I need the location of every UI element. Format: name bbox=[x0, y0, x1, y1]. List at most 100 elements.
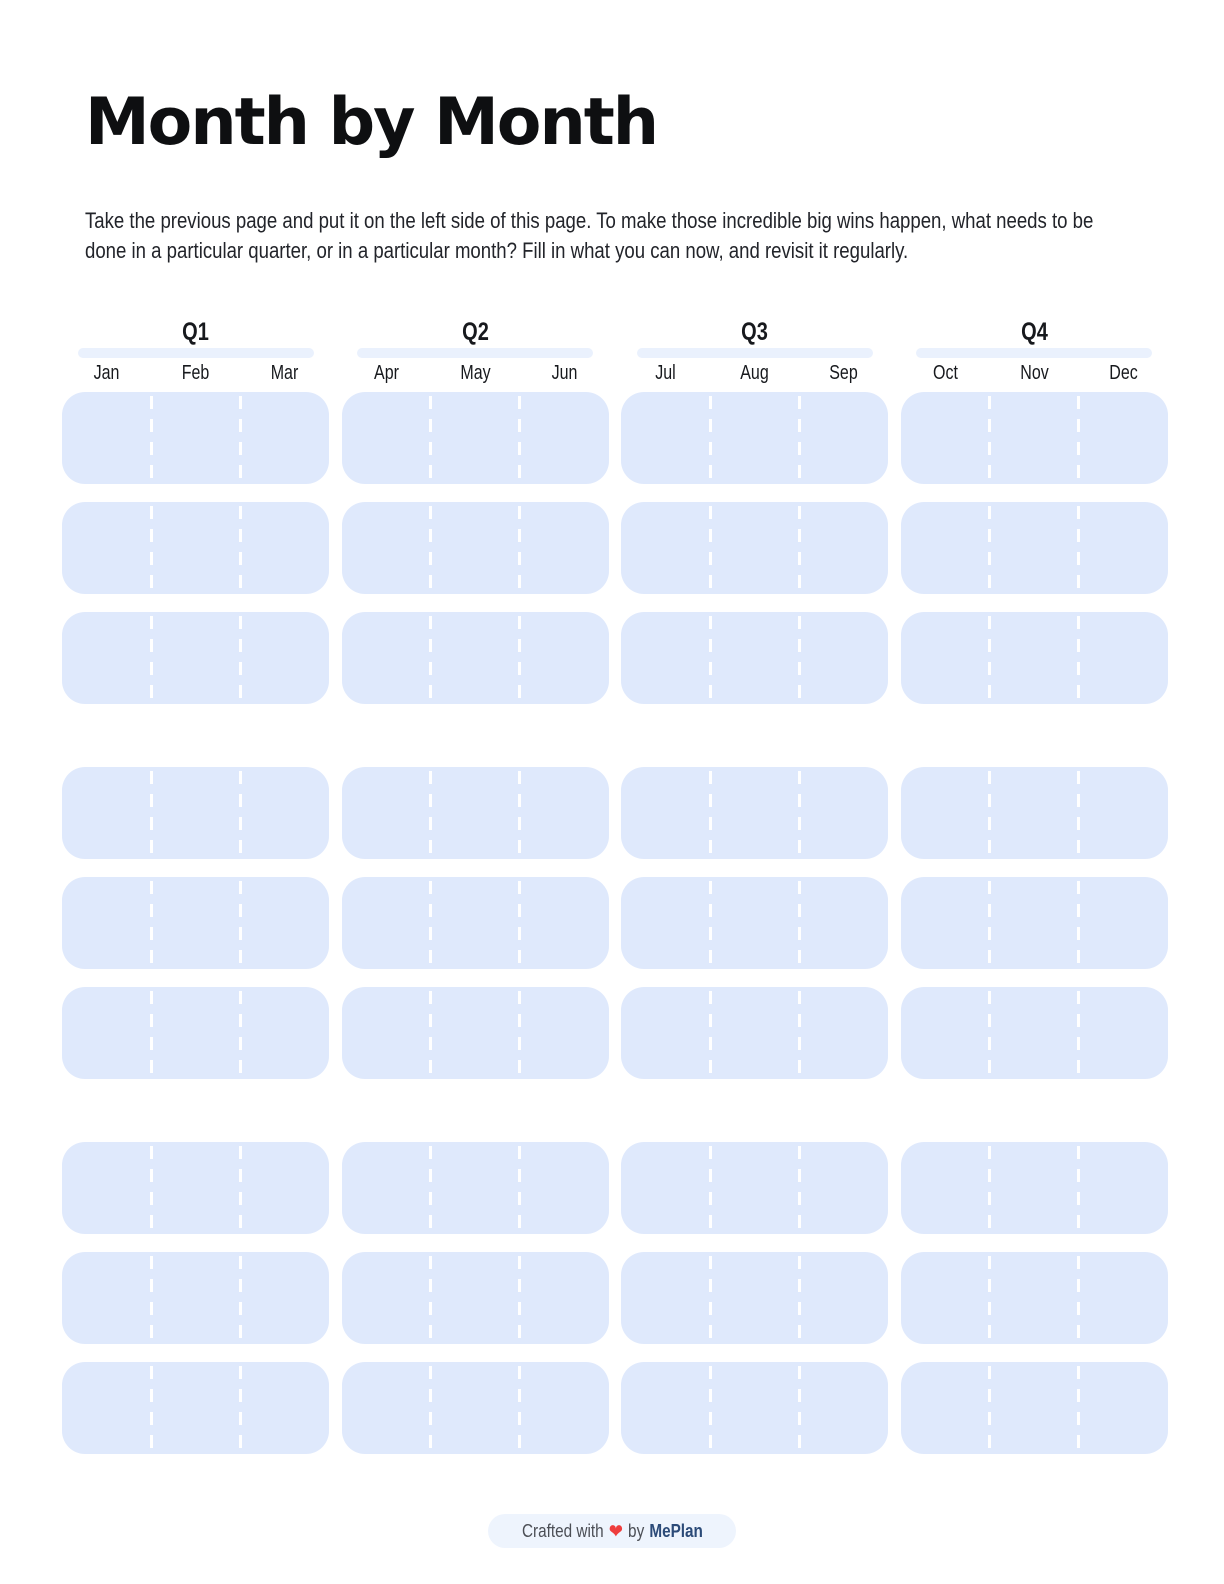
month-cell-may[interactable] bbox=[429, 987, 520, 1079]
month-cell-jul[interactable] bbox=[621, 877, 710, 969]
month-cell-jul[interactable] bbox=[621, 1362, 710, 1454]
brand-link[interactable]: MePlan bbox=[648, 1520, 703, 1541]
month-cell-may[interactable] bbox=[429, 1142, 520, 1234]
month-cell-nov[interactable] bbox=[988, 1142, 1079, 1234]
month-cell-aug[interactable] bbox=[708, 767, 799, 859]
month-cell-oct[interactable] bbox=[901, 612, 990, 704]
month-cell-oct[interactable] bbox=[901, 877, 990, 969]
month-cell-dec[interactable] bbox=[1077, 1142, 1168, 1234]
month-cell-jan[interactable] bbox=[62, 392, 151, 484]
month-cell-oct[interactable] bbox=[901, 1252, 990, 1344]
month-cell-mar[interactable] bbox=[238, 392, 329, 484]
month-cell-apr[interactable] bbox=[342, 1252, 431, 1344]
month-cell-aug[interactable] bbox=[708, 1362, 799, 1454]
month-cell-sep[interactable] bbox=[797, 877, 888, 969]
month-cell-oct[interactable] bbox=[901, 987, 990, 1079]
month-cell-dec[interactable] bbox=[1077, 987, 1168, 1079]
month-cell-jan[interactable] bbox=[62, 987, 151, 1079]
month-cell-jun[interactable] bbox=[518, 767, 609, 859]
month-cell-jan[interactable] bbox=[62, 1362, 151, 1454]
month-cell-aug[interactable] bbox=[708, 502, 799, 594]
month-cell-may[interactable] bbox=[429, 392, 520, 484]
month-cell-dec[interactable] bbox=[1077, 767, 1168, 859]
month-cell-mar[interactable] bbox=[238, 767, 329, 859]
month-cell-jun[interactable] bbox=[518, 612, 609, 704]
month-cell-nov[interactable] bbox=[988, 987, 1079, 1079]
month-cell-jul[interactable] bbox=[621, 1142, 710, 1234]
month-cell-may[interactable] bbox=[429, 612, 520, 704]
month-cell-jan[interactable] bbox=[62, 1252, 151, 1344]
month-cell-oct[interactable] bbox=[901, 1362, 990, 1454]
month-cell-mar[interactable] bbox=[238, 1362, 329, 1454]
month-cell-jul[interactable] bbox=[621, 767, 710, 859]
month-cell-jul[interactable] bbox=[621, 987, 710, 1079]
month-cell-apr[interactable] bbox=[342, 877, 431, 969]
month-cell-mar[interactable] bbox=[238, 1142, 329, 1234]
month-cell-feb[interactable] bbox=[149, 1362, 240, 1454]
month-cell-jun[interactable] bbox=[518, 877, 609, 969]
month-cell-sep[interactable] bbox=[797, 1362, 888, 1454]
month-cell-apr[interactable] bbox=[342, 392, 431, 484]
month-cell-feb[interactable] bbox=[149, 767, 240, 859]
month-cell-nov[interactable] bbox=[988, 767, 1079, 859]
month-cell-dec[interactable] bbox=[1077, 392, 1168, 484]
month-cell-feb[interactable] bbox=[149, 1252, 240, 1344]
month-cell-dec[interactable] bbox=[1077, 612, 1168, 704]
month-cell-sep[interactable] bbox=[797, 987, 888, 1079]
month-cell-nov[interactable] bbox=[988, 502, 1079, 594]
month-cell-mar[interactable] bbox=[238, 612, 329, 704]
month-cell-oct[interactable] bbox=[901, 392, 990, 484]
month-cell-aug[interactable] bbox=[708, 1142, 799, 1234]
month-cell-dec[interactable] bbox=[1077, 502, 1168, 594]
month-cell-mar[interactable] bbox=[238, 877, 329, 969]
month-cell-nov[interactable] bbox=[988, 612, 1079, 704]
month-cell-may[interactable] bbox=[429, 767, 520, 859]
month-cell-mar[interactable] bbox=[238, 987, 329, 1079]
month-cell-jan[interactable] bbox=[62, 1142, 151, 1234]
month-cell-sep[interactable] bbox=[797, 502, 888, 594]
month-cell-mar[interactable] bbox=[238, 502, 329, 594]
month-cell-sep[interactable] bbox=[797, 1252, 888, 1344]
month-cell-apr[interactable] bbox=[342, 1142, 431, 1234]
month-cell-sep[interactable] bbox=[797, 392, 888, 484]
month-cell-dec[interactable] bbox=[1077, 877, 1168, 969]
month-cell-jun[interactable] bbox=[518, 1142, 609, 1234]
month-cell-apr[interactable] bbox=[342, 987, 431, 1079]
month-cell-sep[interactable] bbox=[797, 767, 888, 859]
month-cell-nov[interactable] bbox=[988, 1252, 1079, 1344]
month-cell-jul[interactable] bbox=[621, 1252, 710, 1344]
month-cell-jun[interactable] bbox=[518, 502, 609, 594]
month-cell-jul[interactable] bbox=[621, 612, 710, 704]
month-cell-jul[interactable] bbox=[621, 392, 710, 484]
month-cell-oct[interactable] bbox=[901, 502, 990, 594]
month-cell-feb[interactable] bbox=[149, 987, 240, 1079]
month-cell-nov[interactable] bbox=[988, 1362, 1079, 1454]
month-cell-dec[interactable] bbox=[1077, 1362, 1168, 1454]
month-cell-feb[interactable] bbox=[149, 502, 240, 594]
month-cell-jan[interactable] bbox=[62, 877, 151, 969]
month-cell-may[interactable] bbox=[429, 1362, 520, 1454]
month-cell-jun[interactable] bbox=[518, 1362, 609, 1454]
month-cell-aug[interactable] bbox=[708, 1252, 799, 1344]
month-cell-jul[interactable] bbox=[621, 502, 710, 594]
month-cell-apr[interactable] bbox=[342, 767, 431, 859]
month-cell-nov[interactable] bbox=[988, 877, 1079, 969]
month-cell-jan[interactable] bbox=[62, 612, 151, 704]
month-cell-jan[interactable] bbox=[62, 767, 151, 859]
month-cell-jun[interactable] bbox=[518, 987, 609, 1079]
month-cell-may[interactable] bbox=[429, 1252, 520, 1344]
month-cell-oct[interactable] bbox=[901, 767, 990, 859]
month-cell-feb[interactable] bbox=[149, 877, 240, 969]
month-cell-may[interactable] bbox=[429, 877, 520, 969]
month-cell-feb[interactable] bbox=[149, 392, 240, 484]
month-cell-mar[interactable] bbox=[238, 1252, 329, 1344]
month-cell-oct[interactable] bbox=[901, 1142, 990, 1234]
month-cell-apr[interactable] bbox=[342, 612, 431, 704]
month-cell-nov[interactable] bbox=[988, 392, 1079, 484]
month-cell-jun[interactable] bbox=[518, 392, 609, 484]
month-cell-dec[interactable] bbox=[1077, 1252, 1168, 1344]
month-cell-sep[interactable] bbox=[797, 1142, 888, 1234]
month-cell-feb[interactable] bbox=[149, 612, 240, 704]
month-cell-apr[interactable] bbox=[342, 1362, 431, 1454]
month-cell-aug[interactable] bbox=[708, 877, 799, 969]
